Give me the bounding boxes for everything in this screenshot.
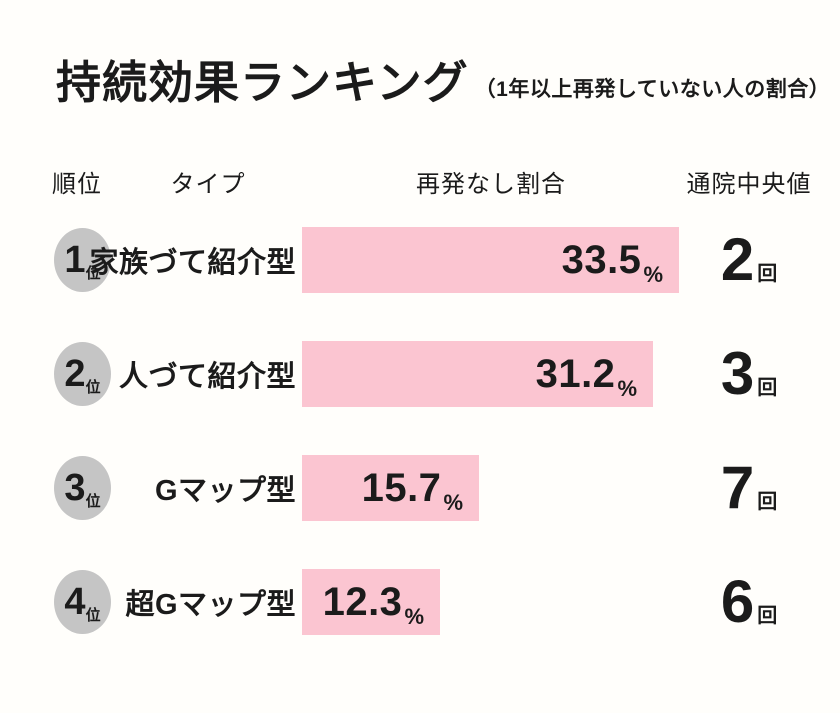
rank-badge: 2 位 xyxy=(54,342,111,406)
visits-number: 6 xyxy=(720,568,755,635)
type-label: Gマップ型 xyxy=(154,475,296,507)
rank-badge: 3 位 xyxy=(54,456,111,520)
rank-number: 1 xyxy=(64,239,86,281)
percent-suffix: % xyxy=(443,490,463,515)
header-rate: 再発なし割合 xyxy=(416,171,566,198)
visits-value: 7 回 xyxy=(686,455,812,521)
rate-value: 31.2 xyxy=(535,352,616,396)
table-row: 4 位 超Gマップ型 12.3 % 6 回 xyxy=(0,569,840,635)
type-label: 超Gマップ型 xyxy=(125,589,296,621)
rank-suffix: 位 xyxy=(85,493,101,510)
rank-number: 2 xyxy=(64,353,86,395)
rank-suffix: 位 xyxy=(85,265,101,282)
column-headers: 順位 タイプ 再発なし割合 通院中央値 xyxy=(0,164,840,198)
type-label: 人づて紹介型 xyxy=(118,361,296,393)
table-row: 2 位 人づて紹介型 31.2 % 3 回 xyxy=(0,341,840,407)
type-label: 家族づて紹介型 xyxy=(89,247,296,279)
rank-suffix: 位 xyxy=(85,379,101,396)
rate-bar: 31.2 % xyxy=(302,341,653,407)
rate-bar: 15.7 % xyxy=(302,455,479,521)
percent-suffix: % xyxy=(643,262,663,287)
percent-suffix: % xyxy=(617,376,637,401)
visits-value: 3 回 xyxy=(686,341,812,407)
header-visits: 通院中央値 xyxy=(686,171,812,198)
rank-badge: 4 位 xyxy=(54,570,111,634)
visits-suffix: 回 xyxy=(757,605,778,627)
title-note: （1年以上再発していない人の割合） xyxy=(474,77,831,101)
table-row: 3 位 Gマップ型 15.7 % 7 回 xyxy=(0,455,840,521)
rate-bar: 12.3 % xyxy=(302,569,440,635)
visits-suffix: 回 xyxy=(757,263,778,285)
rate-value: 12.3 xyxy=(322,580,403,624)
rank-number: 3 xyxy=(64,467,86,509)
header-type: タイプ xyxy=(170,171,246,198)
rank-number: 4 xyxy=(64,581,86,623)
page-title: 持続効果ランキング （1年以上再発していない人の割合） xyxy=(56,58,830,108)
percent-suffix: % xyxy=(404,604,424,629)
visits-number: 3 xyxy=(720,340,755,407)
rank-badge: 1 位 xyxy=(54,228,111,292)
visits-value: 2 回 xyxy=(686,227,812,293)
header-rank: 順位 xyxy=(52,171,102,198)
table-row: 1 位 家族づて紹介型 33.5 % 2 回 xyxy=(0,227,840,293)
title-main: 持続効果ランキング xyxy=(56,57,469,108)
visits-number: 7 xyxy=(720,454,755,521)
rate-value: 15.7 xyxy=(361,466,442,510)
visits-number: 2 xyxy=(720,226,755,293)
rate-bar: 33.5 % xyxy=(302,227,679,293)
visits-value: 6 回 xyxy=(686,569,812,635)
visits-suffix: 回 xyxy=(757,377,778,399)
rate-value: 33.5 xyxy=(561,238,642,282)
visits-suffix: 回 xyxy=(757,491,778,513)
rank-suffix: 位 xyxy=(85,607,101,624)
